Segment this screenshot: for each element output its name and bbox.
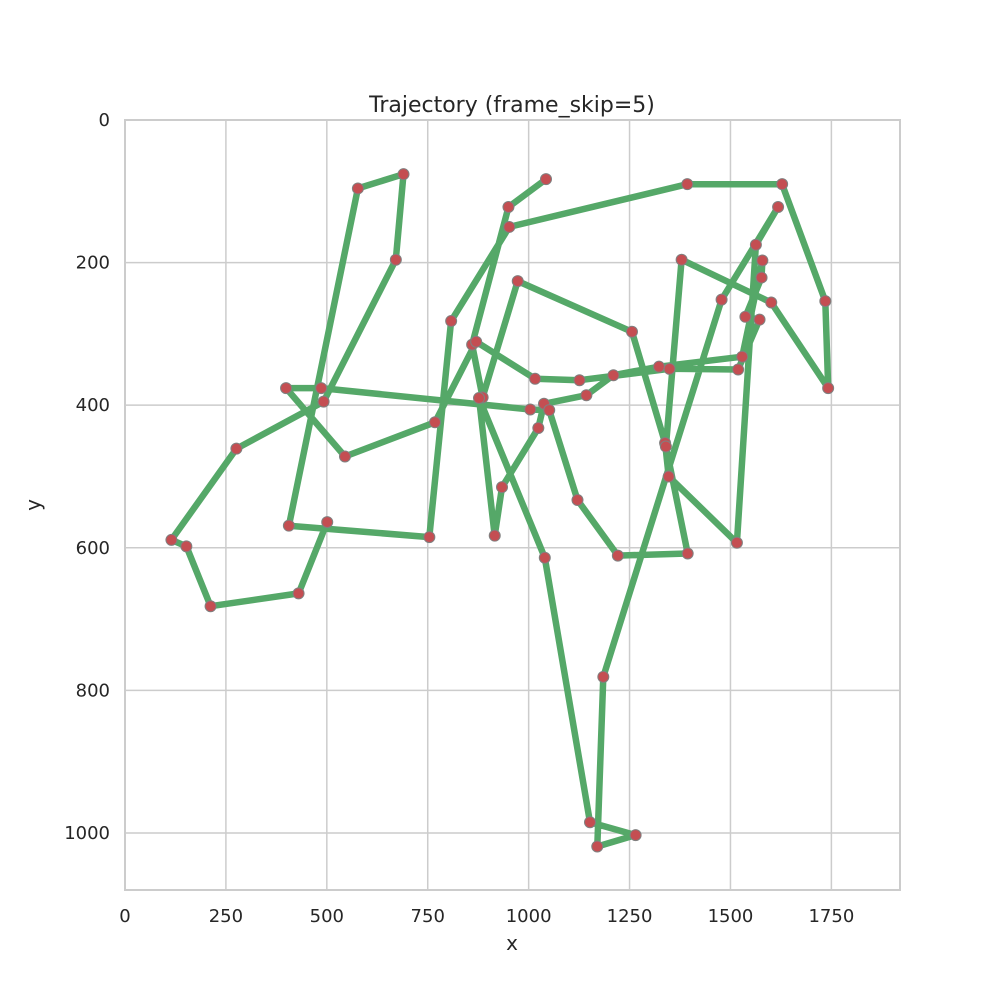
- trajectory-point: [653, 360, 666, 373]
- y-tick-label: 400: [76, 395, 110, 416]
- tick-labels: 0 250 500 750 1000 1250 1500 1750 0 200 400 600 800 1…: [64, 110, 854, 927]
- trajectory-point: [472, 392, 485, 405]
- trajectory-point: [772, 200, 785, 213]
- trajectory-point: [338, 450, 351, 463]
- trajectory-point: [681, 178, 694, 191]
- trajectory-point: [321, 516, 334, 529]
- trajectory-point: [445, 315, 458, 328]
- trajectory-point: [662, 470, 675, 483]
- trajectory-point: [204, 600, 217, 613]
- trajectory-point: [180, 540, 193, 553]
- trajectory-point: [681, 547, 694, 560]
- trajectory-point: [496, 481, 509, 494]
- trajectory-point: [511, 275, 524, 288]
- chart-title: Trajectory (frame_skip=5): [368, 93, 655, 118]
- trajectory-point: [397, 168, 410, 181]
- trajectory-point: [282, 519, 295, 532]
- trajectory-point: [532, 422, 545, 434]
- trajectory-point: [625, 325, 638, 338]
- trajectory-point: [675, 253, 688, 266]
- y-tick-label: 600: [76, 538, 110, 559]
- trajectory-point: [776, 178, 789, 191]
- trajectory-point: [543, 404, 556, 417]
- x-tick-label: 0: [119, 906, 130, 927]
- trajectory-point: [280, 382, 293, 395]
- trajectory-point: [389, 253, 402, 266]
- trajectory-point: [351, 182, 364, 195]
- trajectory-point: [591, 840, 604, 853]
- trajectory-point: [429, 416, 441, 429]
- trajectory-point: [165, 533, 178, 546]
- trajectory-point: [292, 587, 305, 600]
- trajectory-point: [753, 313, 766, 326]
- trajectory-point: [730, 536, 743, 549]
- trajectory-point: [315, 382, 328, 395]
- trajectory-point: [715, 293, 728, 306]
- trajectory-point: [502, 200, 515, 213]
- x-axis-label: x: [506, 931, 518, 955]
- x-tick-label: 250: [209, 906, 243, 927]
- trajectory-point: [503, 220, 516, 233]
- trajectory-markers: [165, 168, 835, 853]
- y-tick-label: 0: [99, 110, 110, 131]
- y-tick-label: 800: [76, 680, 110, 701]
- trajectory-point: [659, 440, 672, 453]
- trajectory-point: [230, 442, 243, 455]
- x-tick-label: 1250: [607, 906, 653, 927]
- trajectory-point: [584, 816, 596, 829]
- trajectory-point: [755, 271, 768, 284]
- trajectory-point: [822, 382, 835, 395]
- x-tick-label: 500: [310, 906, 344, 927]
- trajectory-point: [580, 389, 593, 402]
- trajectory-point: [732, 363, 745, 376]
- x-tick-label: 1750: [808, 906, 854, 927]
- trajectory-point: [749, 238, 762, 251]
- plot-frame: [124, 119, 901, 891]
- trajectory-point: [538, 551, 551, 564]
- trajectory-point: [765, 296, 778, 309]
- trajectory-point: [819, 295, 832, 308]
- trajectory-point: [597, 670, 610, 683]
- trajectory-point: [736, 350, 749, 363]
- x-tick-label: 750: [411, 906, 445, 927]
- trajectory-point: [488, 529, 501, 542]
- trajectory-point: [573, 374, 586, 387]
- trajectory-point: [524, 403, 537, 416]
- trajectory-point: [317, 395, 330, 408]
- y-tick-label: 1000: [64, 823, 110, 844]
- y-axis-label: y: [21, 499, 45, 511]
- trajectory-point: [607, 369, 620, 382]
- x-tick-label: 1500: [708, 906, 754, 927]
- x-tick-label: 1000: [506, 906, 552, 927]
- trajectory-point: [423, 531, 436, 544]
- trajectory-point: [739, 310, 752, 323]
- trajectory-point: [540, 173, 553, 186]
- trajectory-point: [629, 829, 642, 842]
- trajectory-point: [529, 372, 542, 385]
- trajectory-point: [571, 494, 584, 507]
- trajectory-point: [663, 362, 676, 375]
- y-tick-label: 200: [76, 253, 110, 274]
- trajectory-point: [756, 254, 769, 267]
- trajectory-point: [470, 335, 483, 348]
- trajectory-point: [611, 549, 624, 562]
